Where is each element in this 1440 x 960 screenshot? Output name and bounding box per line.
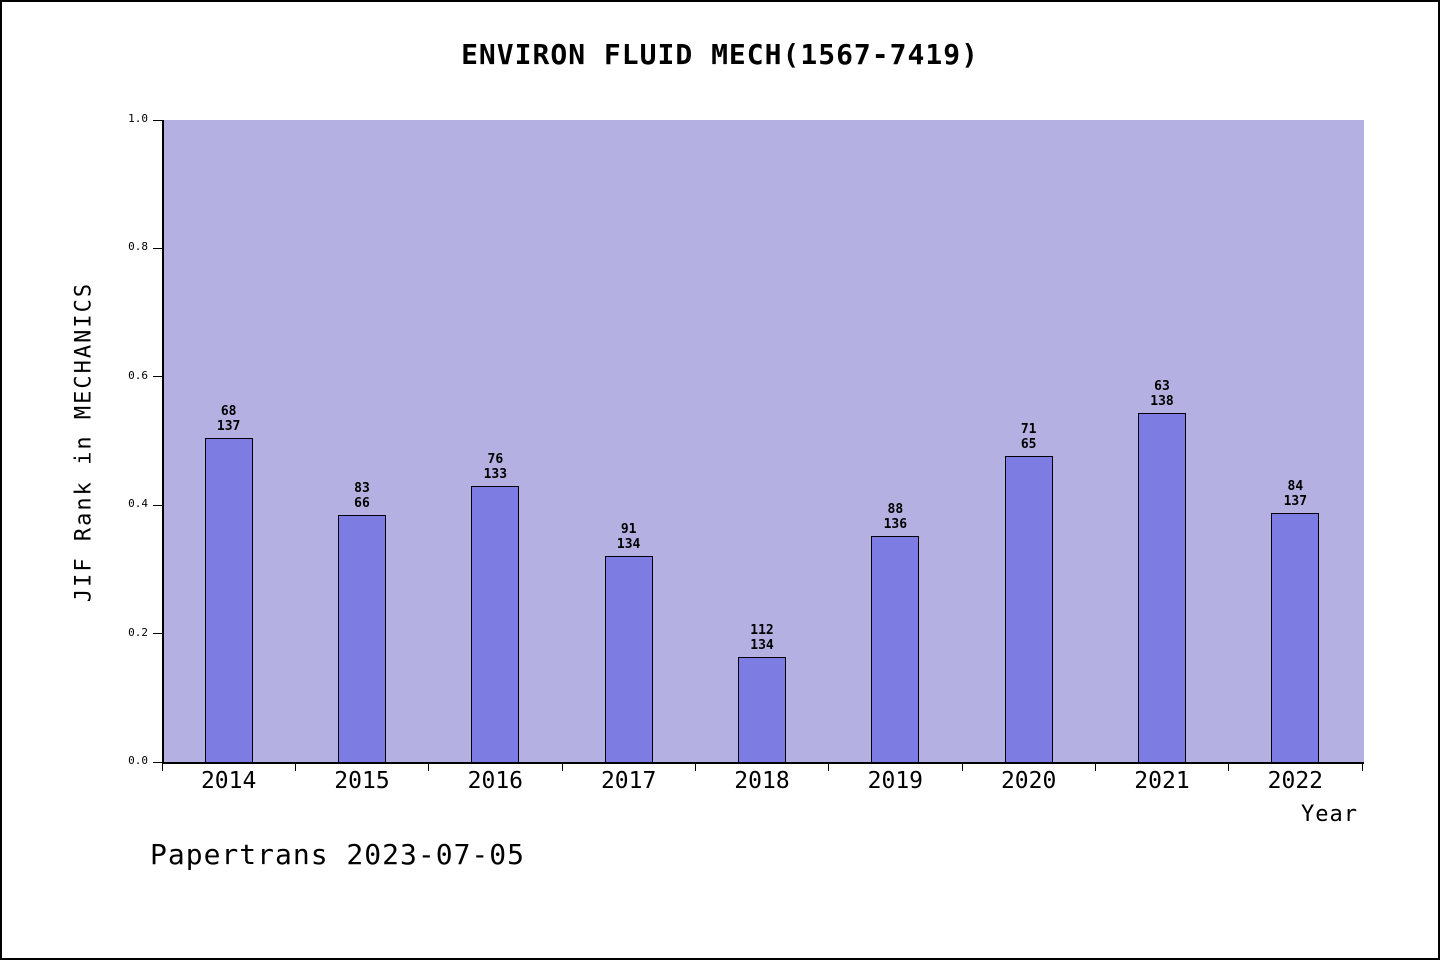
- plot-area: [162, 120, 1364, 764]
- bar-value-label-2014: 68 137: [169, 404, 289, 434]
- bar-value-line: 63: [1154, 378, 1170, 394]
- x-tick-mark: [294, 764, 296, 771]
- x-tick-label-2019: 2019: [867, 768, 924, 794]
- y-tick-mark: [153, 633, 162, 635]
- bar-value-line: 137: [1283, 493, 1308, 509]
- x-axis-label: Year: [1301, 802, 1358, 827]
- x-tick-label-2021: 2021: [1134, 768, 1190, 794]
- x-tick-mark: [561, 764, 563, 771]
- y-tick-label: 0.6: [128, 368, 148, 382]
- bar-value-line: 138: [1150, 393, 1174, 409]
- x-tick-mark: [161, 764, 163, 771]
- bar-value-line: 133: [483, 466, 508, 482]
- x-tick-label-2015: 2015: [334, 768, 390, 794]
- bar-2018: [738, 656, 786, 762]
- bar-2014: [204, 438, 253, 762]
- bar-value-line: 65: [1020, 436, 1037, 452]
- bar-value-label-2020: 71 65: [969, 422, 1089, 452]
- x-tick-label-2018: 2018: [734, 768, 790, 794]
- bar-value-label-2019: 88 136: [835, 502, 955, 532]
- bar-value-line: 84: [1287, 478, 1304, 494]
- x-tick-mark: [828, 764, 830, 771]
- bar-value-line: 76: [487, 451, 504, 467]
- y-tick-label: 0.0: [128, 754, 148, 767]
- bar-value-line: 134: [750, 637, 774, 653]
- bar-value-line: 136: [883, 517, 908, 533]
- y-axis-label: JIF Rank in MECHANICS: [71, 281, 97, 603]
- x-tick-label-2014: 2014: [200, 768, 257, 794]
- bar-value-label-2021: 63 138: [1102, 379, 1222, 409]
- bar-2020: [1004, 455, 1053, 762]
- bar-2017: [604, 555, 653, 762]
- bar-2019: [871, 536, 920, 762]
- bar-value-label-2015: 83 66: [302, 481, 422, 511]
- x-tick-mark: [1361, 764, 1363, 771]
- y-tick-mark: [153, 761, 162, 763]
- bar-value-line: 71: [1020, 421, 1037, 437]
- bar-2016: [471, 485, 520, 762]
- bar-value-line: 66: [354, 495, 370, 511]
- bar-value-label-2017: 91 134: [569, 522, 689, 552]
- bar-value-label-2018: 112 134: [702, 623, 822, 653]
- bar-value-line: 88: [887, 502, 904, 518]
- bar-2021: [1138, 412, 1186, 762]
- y-tick-mark: [153, 376, 162, 378]
- y-tick-mark: [153, 119, 162, 121]
- y-tick-label: 0.8: [128, 240, 148, 254]
- y-tick-mark: [153, 504, 162, 506]
- y-tick-label: 0.4: [128, 497, 148, 511]
- x-tick-mark: [961, 764, 963, 771]
- bar-value-line: 134: [616, 536, 641, 552]
- chart-title: ENVIRON FLUID MECH(1567-7419): [461, 38, 979, 71]
- watermark-text: Papertrans 2023-07-05: [150, 838, 526, 871]
- x-tick-label-2017: 2017: [600, 768, 657, 794]
- x-tick-label-2022: 2022: [1267, 768, 1324, 794]
- y-tick-label: 0.2: [128, 625, 148, 639]
- bar-value-label-2016: 76 133: [435, 452, 555, 482]
- bar-value-line: 91: [620, 521, 637, 537]
- bar-value-line: 112: [750, 622, 774, 638]
- bar-value-label-2022: 84 137: [1235, 479, 1355, 509]
- x-tick-mark: [1094, 764, 1096, 771]
- y-tick-label: 1.0: [128, 112, 148, 125]
- x-tick-label-2016: 2016: [467, 768, 524, 794]
- bar-value-line: 83: [354, 480, 370, 496]
- bar-2022: [1271, 512, 1320, 762]
- bar-value-line: 137: [216, 419, 241, 435]
- bar-2015: [338, 514, 386, 762]
- x-tick-label-2020: 2020: [1000, 768, 1057, 794]
- y-tick-mark: [153, 247, 162, 249]
- x-tick-mark: [428, 764, 430, 771]
- x-tick-mark: [1228, 764, 1230, 771]
- bar-value-line: 68: [220, 404, 237, 420]
- x-tick-mark: [694, 764, 696, 771]
